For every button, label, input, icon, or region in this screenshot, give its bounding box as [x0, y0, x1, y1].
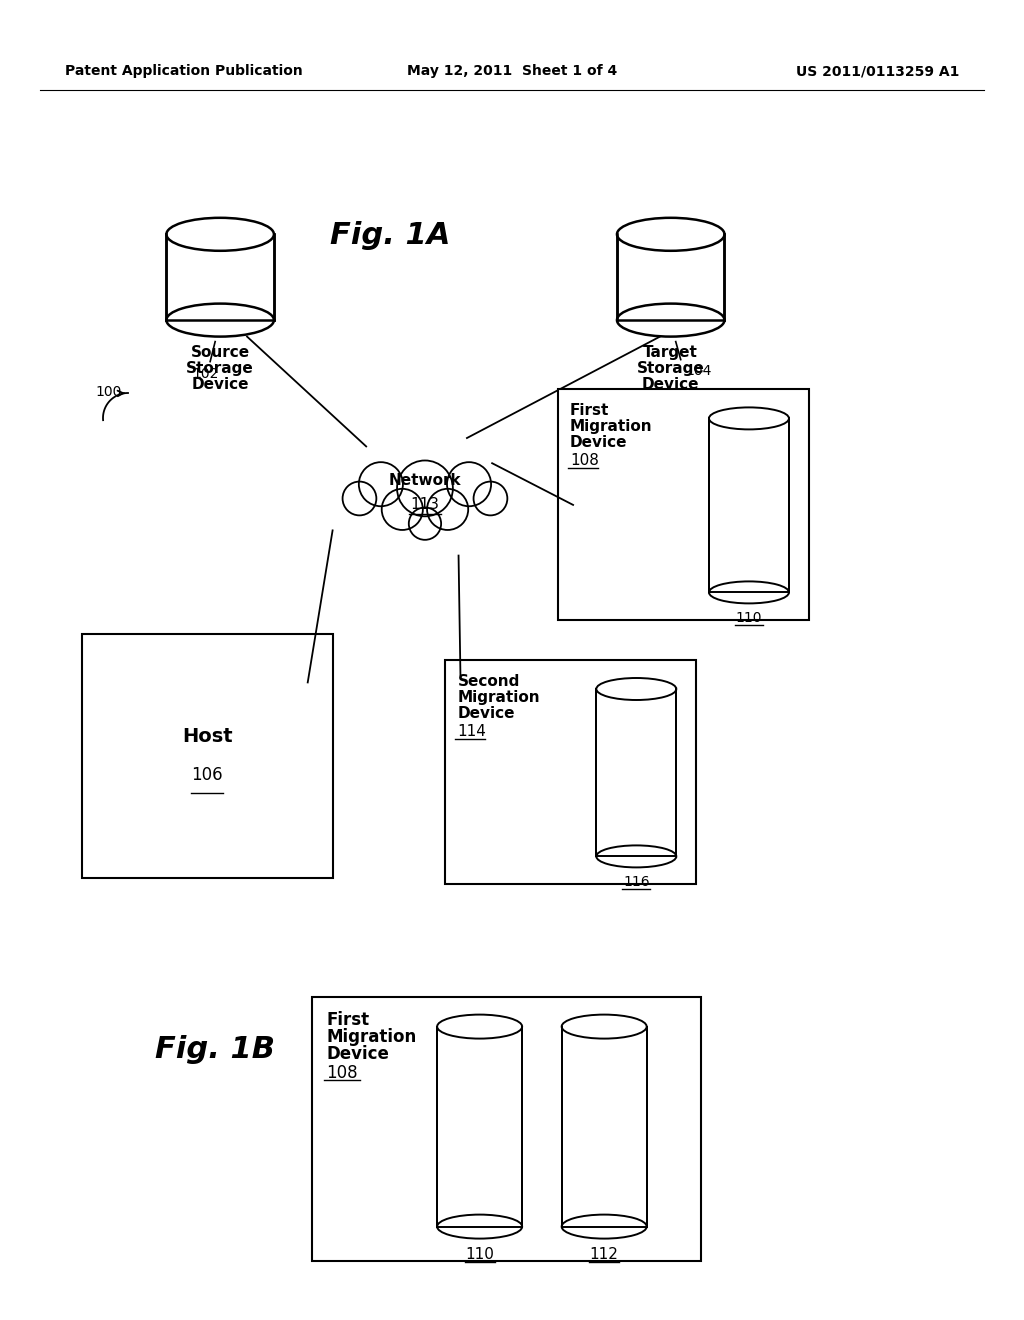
Polygon shape	[561, 1027, 647, 1226]
Text: Device: Device	[570, 436, 628, 450]
Circle shape	[397, 461, 453, 516]
Text: 100: 100	[95, 385, 122, 399]
Ellipse shape	[616, 304, 725, 337]
Text: Storage: Storage	[637, 360, 705, 376]
Ellipse shape	[596, 845, 676, 867]
Circle shape	[447, 463, 490, 506]
Text: 112: 112	[590, 1246, 618, 1262]
Text: Migration: Migration	[327, 1027, 417, 1045]
Text: 108: 108	[327, 1064, 358, 1081]
Text: 106: 106	[191, 766, 223, 784]
Text: 113: 113	[411, 498, 439, 512]
Text: Migration: Migration	[458, 690, 540, 705]
Circle shape	[359, 463, 402, 506]
Text: 110: 110	[735, 611, 762, 626]
Ellipse shape	[437, 1015, 522, 1039]
Text: Source: Source	[190, 345, 250, 359]
Polygon shape	[596, 689, 676, 857]
Text: 102: 102	[191, 367, 218, 380]
Text: 104: 104	[686, 363, 712, 378]
Ellipse shape	[709, 581, 788, 603]
Bar	[312, 997, 701, 1261]
Text: First: First	[570, 404, 609, 418]
Text: Network: Network	[389, 473, 461, 488]
Text: US 2011/0113259 A1: US 2011/0113259 A1	[796, 65, 959, 78]
Bar	[445, 660, 696, 884]
Ellipse shape	[616, 218, 725, 251]
Ellipse shape	[596, 678, 676, 700]
Text: Device: Device	[327, 1044, 389, 1063]
Text: First: First	[327, 1011, 370, 1028]
Ellipse shape	[561, 1214, 647, 1238]
Ellipse shape	[166, 218, 274, 251]
Text: Target: Target	[643, 345, 698, 359]
Circle shape	[382, 490, 422, 529]
Polygon shape	[616, 235, 725, 321]
Circle shape	[474, 482, 507, 515]
Circle shape	[427, 488, 468, 529]
Ellipse shape	[437, 1214, 522, 1238]
Text: Host: Host	[182, 727, 232, 746]
Text: 114: 114	[458, 723, 486, 739]
Circle shape	[343, 482, 377, 515]
Text: Device: Device	[458, 706, 515, 721]
Circle shape	[410, 508, 440, 539]
Circle shape	[447, 462, 492, 507]
Text: Fig. 1B: Fig. 1B	[155, 1035, 275, 1064]
Circle shape	[428, 490, 468, 529]
Bar	[558, 389, 809, 620]
Ellipse shape	[561, 1015, 647, 1039]
Polygon shape	[437, 1027, 522, 1226]
Text: 116: 116	[623, 875, 649, 890]
Circle shape	[397, 461, 453, 516]
Text: 108: 108	[570, 453, 599, 469]
Circle shape	[409, 507, 441, 540]
Text: Migration: Migration	[570, 420, 652, 434]
Text: Device: Device	[642, 376, 699, 392]
Text: Second: Second	[458, 675, 520, 689]
Circle shape	[343, 482, 376, 515]
Text: 110: 110	[465, 1246, 494, 1262]
Text: May 12, 2011  Sheet 1 of 4: May 12, 2011 Sheet 1 of 4	[407, 65, 617, 78]
Text: Patent Application Publication: Patent Application Publication	[65, 65, 303, 78]
Bar	[82, 634, 333, 878]
Ellipse shape	[709, 408, 788, 429]
Polygon shape	[709, 418, 788, 593]
Circle shape	[382, 488, 423, 529]
Text: Fig. 1A: Fig. 1A	[330, 220, 451, 249]
Ellipse shape	[166, 304, 274, 337]
Polygon shape	[166, 235, 274, 321]
Circle shape	[358, 462, 402, 507]
Text: Device: Device	[191, 376, 249, 392]
Circle shape	[473, 482, 507, 515]
Text: Storage: Storage	[186, 360, 254, 376]
